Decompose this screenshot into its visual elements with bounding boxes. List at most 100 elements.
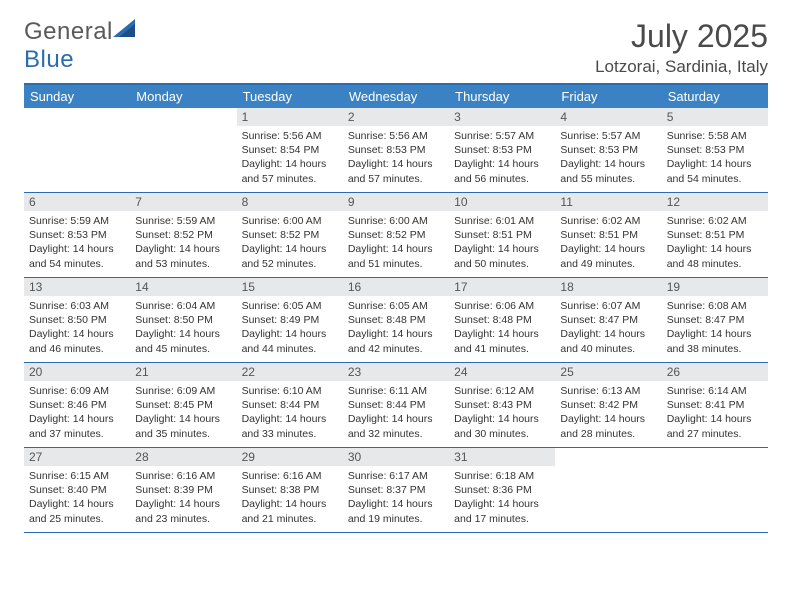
sunset-text: Sunset: 8:53 PM [29, 228, 125, 242]
calendar-day [130, 108, 236, 192]
weekday-header: Monday [130, 85, 236, 108]
day-data: Sunrise: 6:04 AMSunset: 8:50 PMDaylight:… [130, 296, 236, 361]
daylight-text: Daylight: 14 hours and 41 minutes. [454, 327, 550, 355]
day-data: Sunrise: 6:11 AMSunset: 8:44 PMDaylight:… [343, 381, 449, 446]
calendar-day: 20Sunrise: 6:09 AMSunset: 8:46 PMDayligh… [24, 363, 130, 447]
sunrise-text: Sunrise: 6:02 AM [560, 214, 656, 228]
weekday-header-row: Sunday Monday Tuesday Wednesday Thursday… [24, 85, 768, 108]
calendar-day: 4Sunrise: 5:57 AMSunset: 8:53 PMDaylight… [555, 108, 661, 192]
calendar-day: 24Sunrise: 6:12 AMSunset: 8:43 PMDayligh… [449, 363, 555, 447]
sunset-text: Sunset: 8:51 PM [667, 228, 763, 242]
sunset-text: Sunset: 8:47 PM [667, 313, 763, 327]
day-number: 19 [662, 278, 768, 296]
sunrise-text: Sunrise: 6:07 AM [560, 299, 656, 313]
day-data: Sunrise: 6:12 AMSunset: 8:43 PMDaylight:… [449, 381, 555, 446]
daylight-text: Daylight: 14 hours and 28 minutes. [560, 412, 656, 440]
daylight-text: Daylight: 14 hours and 52 minutes. [242, 242, 338, 270]
daylight-text: Daylight: 14 hours and 50 minutes. [454, 242, 550, 270]
day-number: 15 [237, 278, 343, 296]
day-number: 29 [237, 448, 343, 466]
daylight-text: Daylight: 14 hours and 51 minutes. [348, 242, 444, 270]
sail-icon [113, 18, 139, 38]
sunrise-text: Sunrise: 5:59 AM [135, 214, 231, 228]
sunset-text: Sunset: 8:43 PM [454, 398, 550, 412]
calendar-day: 6Sunrise: 5:59 AMSunset: 8:53 PMDaylight… [24, 193, 130, 277]
calendar-day: 30Sunrise: 6:17 AMSunset: 8:37 PMDayligh… [343, 448, 449, 532]
sunrise-text: Sunrise: 6:02 AM [667, 214, 763, 228]
sunrise-text: Sunrise: 5:59 AM [29, 214, 125, 228]
daylight-text: Daylight: 14 hours and 21 minutes. [242, 497, 338, 525]
day-data: Sunrise: 5:57 AMSunset: 8:53 PMDaylight:… [555, 126, 661, 191]
calendar-day [24, 108, 130, 192]
daylight-text: Daylight: 14 hours and 27 minutes. [667, 412, 763, 440]
sunset-text: Sunset: 8:44 PM [242, 398, 338, 412]
calendar-day: 26Sunrise: 6:14 AMSunset: 8:41 PMDayligh… [662, 363, 768, 447]
day-data: Sunrise: 6:16 AMSunset: 8:39 PMDaylight:… [130, 466, 236, 531]
daylight-text: Daylight: 14 hours and 42 minutes. [348, 327, 444, 355]
sunset-text: Sunset: 8:54 PM [242, 143, 338, 157]
sunset-text: Sunset: 8:45 PM [135, 398, 231, 412]
day-number: 24 [449, 363, 555, 381]
day-number: 1 [237, 108, 343, 126]
day-number: 31 [449, 448, 555, 466]
day-data: Sunrise: 5:57 AMSunset: 8:53 PMDaylight:… [449, 126, 555, 191]
sunset-text: Sunset: 8:46 PM [29, 398, 125, 412]
daylight-text: Daylight: 14 hours and 25 minutes. [29, 497, 125, 525]
sunrise-text: Sunrise: 6:16 AM [242, 469, 338, 483]
sunrise-text: Sunrise: 6:16 AM [135, 469, 231, 483]
sunrise-text: Sunrise: 6:17 AM [348, 469, 444, 483]
sunset-text: Sunset: 8:52 PM [135, 228, 231, 242]
day-number: 27 [24, 448, 130, 466]
daylight-text: Daylight: 14 hours and 37 minutes. [29, 412, 125, 440]
calendar-day: 23Sunrise: 6:11 AMSunset: 8:44 PMDayligh… [343, 363, 449, 447]
daylight-text: Daylight: 14 hours and 54 minutes. [667, 157, 763, 185]
location-label: Lotzorai, Sardinia, Italy [595, 57, 768, 77]
sunrise-text: Sunrise: 6:18 AM [454, 469, 550, 483]
day-number: 5 [662, 108, 768, 126]
calendar-week: 20Sunrise: 6:09 AMSunset: 8:46 PMDayligh… [24, 363, 768, 448]
sunset-text: Sunset: 8:53 PM [667, 143, 763, 157]
sunrise-text: Sunrise: 6:04 AM [135, 299, 231, 313]
weekday-header: Friday [555, 85, 661, 108]
weekday-header: Tuesday [237, 85, 343, 108]
day-number: 13 [24, 278, 130, 296]
calendar-day: 2Sunrise: 5:56 AMSunset: 8:53 PMDaylight… [343, 108, 449, 192]
sunrise-text: Sunrise: 6:08 AM [667, 299, 763, 313]
day-number: 8 [237, 193, 343, 211]
calendar-week: 27Sunrise: 6:15 AMSunset: 8:40 PMDayligh… [24, 448, 768, 533]
sunrise-text: Sunrise: 6:10 AM [242, 384, 338, 398]
day-data: Sunrise: 6:03 AMSunset: 8:50 PMDaylight:… [24, 296, 130, 361]
day-number: 30 [343, 448, 449, 466]
calendar-day: 16Sunrise: 6:05 AMSunset: 8:48 PMDayligh… [343, 278, 449, 362]
day-data: Sunrise: 6:14 AMSunset: 8:41 PMDaylight:… [662, 381, 768, 446]
sunset-text: Sunset: 8:47 PM [560, 313, 656, 327]
day-number: 28 [130, 448, 236, 466]
sunrise-text: Sunrise: 6:09 AM [29, 384, 125, 398]
calendar-day: 5Sunrise: 5:58 AMSunset: 8:53 PMDaylight… [662, 108, 768, 192]
sunset-text: Sunset: 8:41 PM [667, 398, 763, 412]
calendar-day: 19Sunrise: 6:08 AMSunset: 8:47 PMDayligh… [662, 278, 768, 362]
day-data: Sunrise: 6:01 AMSunset: 8:51 PMDaylight:… [449, 211, 555, 276]
sunset-text: Sunset: 8:53 PM [560, 143, 656, 157]
sunset-text: Sunset: 8:48 PM [348, 313, 444, 327]
daylight-text: Daylight: 14 hours and 33 minutes. [242, 412, 338, 440]
sunset-text: Sunset: 8:53 PM [454, 143, 550, 157]
brand-name-a: General [24, 18, 113, 45]
calendar-day: 27Sunrise: 6:15 AMSunset: 8:40 PMDayligh… [24, 448, 130, 532]
calendar-day: 9Sunrise: 6:00 AMSunset: 8:52 PMDaylight… [343, 193, 449, 277]
day-number: 23 [343, 363, 449, 381]
sunrise-text: Sunrise: 6:11 AM [348, 384, 444, 398]
sunset-text: Sunset: 8:51 PM [454, 228, 550, 242]
sunrise-text: Sunrise: 5:56 AM [348, 129, 444, 143]
daylight-text: Daylight: 14 hours and 45 minutes. [135, 327, 231, 355]
daylight-text: Daylight: 14 hours and 19 minutes. [348, 497, 444, 525]
brand-name-b: Blue [24, 46, 74, 73]
daylight-text: Daylight: 14 hours and 30 minutes. [454, 412, 550, 440]
day-data: Sunrise: 6:02 AMSunset: 8:51 PMDaylight:… [555, 211, 661, 276]
daylight-text: Daylight: 14 hours and 40 minutes. [560, 327, 656, 355]
sunrise-text: Sunrise: 6:06 AM [454, 299, 550, 313]
calendar-day: 22Sunrise: 6:10 AMSunset: 8:44 PMDayligh… [237, 363, 343, 447]
sunrise-text: Sunrise: 6:00 AM [348, 214, 444, 228]
day-number: 12 [662, 193, 768, 211]
day-number: 21 [130, 363, 236, 381]
